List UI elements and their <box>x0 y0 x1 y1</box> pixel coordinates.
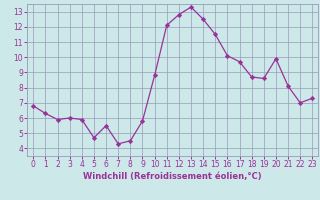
X-axis label: Windchill (Refroidissement éolien,°C): Windchill (Refroidissement éolien,°C) <box>84 172 262 181</box>
